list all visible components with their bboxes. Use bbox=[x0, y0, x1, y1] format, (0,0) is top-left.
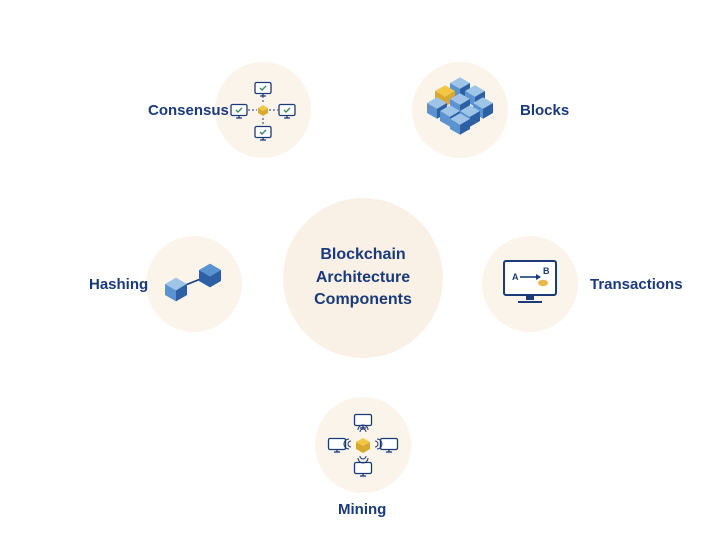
mining-circle bbox=[315, 397, 411, 493]
mining-icon bbox=[324, 406, 402, 484]
mining-label: Mining bbox=[338, 501, 386, 518]
hashing-icon bbox=[154, 244, 234, 324]
transactions-icon: AB bbox=[490, 244, 570, 324]
blocks-icon bbox=[415, 65, 505, 155]
node-transactions: ABTransactions bbox=[482, 236, 578, 332]
transactions-circle: AB bbox=[482, 236, 578, 332]
svg-text:A: A bbox=[512, 272, 519, 282]
node-mining: Mining bbox=[315, 397, 411, 493]
hashing-circle bbox=[146, 236, 242, 332]
center-circle: BlockchainArchitectureComponents bbox=[283, 198, 443, 358]
center-title: BlockchainArchitectureComponents bbox=[314, 244, 412, 311]
consensus-circle bbox=[215, 62, 311, 158]
node-consensus: Consensus bbox=[215, 62, 311, 158]
consensus-label: Consensus bbox=[148, 102, 229, 119]
svg-text:B: B bbox=[543, 266, 550, 276]
blocks-label: Blocks bbox=[520, 102, 569, 119]
node-blocks: Blocks bbox=[412, 62, 508, 158]
hashing-label: Hashing bbox=[89, 276, 148, 293]
consensus-icon bbox=[227, 74, 299, 146]
node-hashing: Hashing bbox=[146, 236, 242, 332]
blocks-circle bbox=[412, 62, 508, 158]
transactions-label: Transactions bbox=[590, 276, 683, 293]
